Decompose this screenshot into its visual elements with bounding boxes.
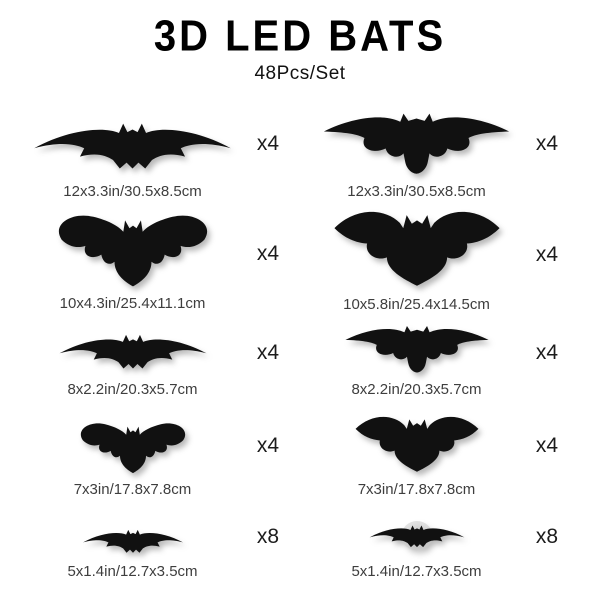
bat-wide-scalloped-icon: [323, 113, 510, 174]
quantity-label: x4: [256, 132, 280, 155]
bat-size-grid: 12x3.3in/30.5x8.5cm x4 12x3.3in/30.5x8.5…: [0, 96, 600, 584]
size-label: 12x3.3in/30.5x8.5cm: [347, 183, 486, 200]
bat-wings-down-icon: [58, 215, 207, 287]
size-label: 8x2.2in/20.3x5.7cm: [67, 381, 198, 398]
size-label: 8x2.2in/20.3x5.7cm: [351, 381, 482, 398]
bat-item: 7x3in/17.8x7.8cm x4: [301, 402, 580, 502]
quantity-label: x4: [256, 434, 280, 457]
bat-item: 10x4.3in/25.4x11.1cm x4: [12, 204, 301, 316]
bat-item: 12x3.3in/30.5x8.5cm x4: [301, 96, 580, 204]
size-label: 5x1.4in/12.7x3.5cm: [67, 563, 198, 580]
bat-item: 5x1.4in/12.7x3.5cm x8: [301, 502, 580, 584]
bat-wide-angular-icon: [34, 123, 231, 169]
header: 3D LED BATS 48Pcs/Set: [0, 0, 600, 85]
bat-item: 5x1.4in/12.7x3.5cm x8: [12, 502, 301, 584]
quantity-label: x4: [256, 242, 280, 265]
size-label: 5x1.4in/12.7x3.5cm: [351, 563, 482, 580]
bat-wide-scalloped-icon: [344, 326, 489, 373]
product-title: 3D LED BATS: [153, 11, 447, 61]
quantity-label: x8: [256, 525, 280, 548]
bat-small-suction-icon: [369, 520, 464, 551]
bat-wide-angular-icon: [59, 334, 206, 369]
size-label: 12x3.3in/30.5x8.5cm: [63, 183, 202, 200]
bat-wings-up-icon: [355, 416, 478, 472]
bat-wings-down-icon: [80, 423, 185, 474]
bat-item: 10x5.8in/25.4x14.5cm x4: [301, 204, 580, 316]
bat-item: 8x2.2in/20.3x5.7cm x4: [301, 316, 580, 402]
size-label: 10x5.8in/25.4x14.5cm: [343, 296, 490, 313]
quantity-label: x4: [535, 242, 559, 266]
size-label: 10x4.3in/25.4x11.1cm: [59, 295, 206, 312]
quantity-label: x4: [535, 132, 559, 155]
quantity-label: x4: [535, 341, 559, 364]
bat-item: 12x3.3in/30.5x8.5cm x4: [12, 96, 301, 204]
set-count: 48Pcs/Set: [254, 63, 346, 84]
bat-item: 8x2.2in/20.3x5.7cm x4: [12, 316, 301, 402]
quantity-label: x8: [535, 525, 559, 548]
bat-wings-up-icon: [333, 211, 500, 286]
bat-item: 7x3in/17.8x7.8cm x4: [12, 402, 301, 502]
bat-wide-angular-icon: [82, 529, 183, 553]
quantity-label: x4: [256, 341, 280, 364]
size-label: 7x3in/17.8x7.8cm: [357, 481, 476, 498]
quantity-label: x4: [535, 434, 559, 457]
size-label: 7x3in/17.8x7.8cm: [73, 481, 192, 498]
